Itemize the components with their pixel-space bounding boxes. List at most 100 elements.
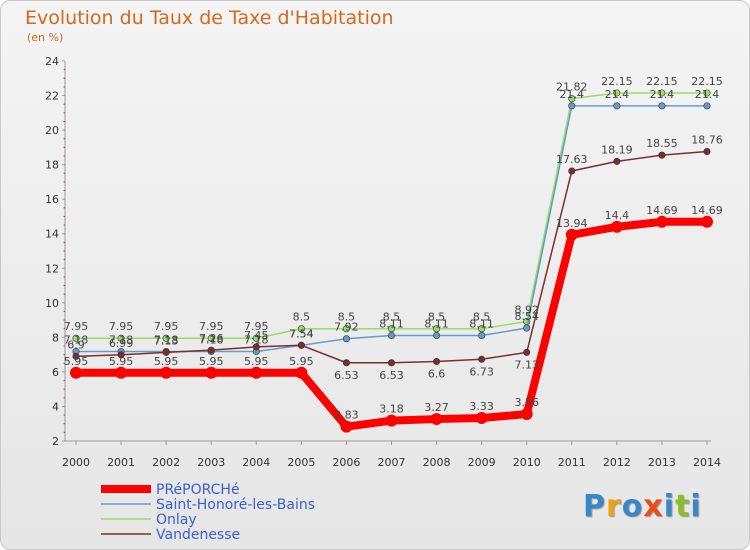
data-point bbox=[430, 413, 443, 426]
data-label: 18.55 bbox=[646, 137, 678, 150]
logo-letter: i bbox=[663, 489, 676, 524]
data-point bbox=[387, 359, 395, 367]
data-point bbox=[342, 325, 350, 333]
data-point bbox=[340, 420, 353, 433]
data-point bbox=[252, 343, 260, 351]
data-point bbox=[613, 157, 621, 165]
x-tick-label: 2007 bbox=[378, 456, 406, 469]
data-point bbox=[703, 102, 711, 110]
data-label: 6.53 bbox=[334, 369, 359, 382]
data-point bbox=[433, 325, 441, 333]
data-label: 8.5 bbox=[428, 311, 446, 324]
x-tick-label: 2011 bbox=[558, 456, 586, 469]
chart-title: Evolution du Taux de Taxe d'Habitation bbox=[25, 7, 394, 29]
data-point bbox=[387, 325, 395, 333]
y-tick-label: 12 bbox=[45, 262, 59, 275]
data-label: 5.95 bbox=[64, 355, 89, 368]
data-label: 8.5 bbox=[338, 311, 356, 324]
data-label: 7.95 bbox=[244, 320, 269, 333]
data-label: 6.6 bbox=[428, 368, 446, 381]
data-label: 3.33 bbox=[469, 400, 494, 413]
data-point bbox=[207, 346, 215, 354]
legend-label: Onlay bbox=[156, 512, 197, 528]
data-point bbox=[568, 167, 576, 175]
x-tick-label: 2006 bbox=[332, 456, 360, 469]
data-label: 21.82 bbox=[556, 81, 588, 94]
data-point bbox=[387, 331, 395, 339]
data-point bbox=[433, 358, 441, 366]
data-label: 14.4 bbox=[605, 209, 630, 222]
data-point bbox=[115, 366, 128, 379]
legend-label: Saint-Honoré-les-Bains bbox=[156, 497, 315, 513]
data-point bbox=[295, 366, 308, 379]
data-label: 5.95 bbox=[199, 355, 224, 368]
data-point bbox=[207, 334, 215, 342]
data-point bbox=[117, 334, 125, 342]
data-label: 5.95 bbox=[289, 355, 314, 368]
data-label: 17.63 bbox=[556, 153, 588, 166]
data-label: 8.54 bbox=[514, 310, 539, 323]
x-tick-label: 2002 bbox=[152, 456, 180, 469]
data-point bbox=[565, 228, 578, 241]
data-label: 7.18 bbox=[64, 334, 89, 347]
data-label: 7.18 bbox=[244, 334, 269, 347]
y-tick-label: 18 bbox=[45, 159, 59, 172]
data-label: 7.13 bbox=[154, 334, 179, 347]
data-label: 22.15 bbox=[691, 75, 723, 88]
data-label: 14.69 bbox=[691, 204, 723, 217]
data-label: 8.11 bbox=[469, 317, 494, 330]
data-point bbox=[433, 331, 441, 339]
x-tick-label: 2010 bbox=[513, 456, 541, 469]
data-label: 3.27 bbox=[424, 401, 449, 414]
data-point bbox=[613, 102, 621, 110]
logo-letter: i bbox=[690, 489, 702, 524]
data-point bbox=[701, 215, 713, 228]
data-point bbox=[568, 95, 576, 103]
data-label: 7.95 bbox=[109, 320, 134, 333]
data-point bbox=[658, 151, 666, 159]
legend-label: PRéPORCHé bbox=[156, 482, 240, 498]
data-point bbox=[613, 89, 621, 97]
data-label: 6.73 bbox=[469, 365, 494, 378]
data-label: 21.4 bbox=[560, 88, 585, 101]
x-tick-label: 2013 bbox=[648, 456, 676, 469]
y-tick-label: 14 bbox=[45, 228, 59, 241]
data-label: 2.83 bbox=[334, 409, 359, 422]
data-point bbox=[523, 348, 531, 356]
y-tick-label: 20 bbox=[45, 124, 59, 137]
data-point bbox=[252, 334, 260, 342]
y-tick-label: 6 bbox=[52, 366, 59, 379]
y-tick-label: 2 bbox=[52, 435, 59, 448]
data-point bbox=[610, 220, 623, 233]
data-label: 7.18 bbox=[154, 334, 179, 347]
data-label: 21.4 bbox=[695, 88, 720, 101]
data-label: 3.56 bbox=[514, 396, 539, 409]
data-point bbox=[205, 366, 218, 379]
data-label: 7.18 bbox=[109, 334, 134, 347]
data-point bbox=[478, 331, 486, 339]
data-label: 8.11 bbox=[379, 317, 404, 330]
logo-letter: r bbox=[606, 489, 622, 524]
x-tick-label: 2005 bbox=[287, 456, 315, 469]
logo-letter: o bbox=[621, 489, 644, 524]
data-point bbox=[117, 351, 125, 359]
data-point bbox=[297, 341, 305, 349]
data-label: 13.94 bbox=[556, 217, 588, 230]
x-tick-label: 2008 bbox=[423, 456, 451, 469]
x-tick-label: 2014 bbox=[693, 456, 721, 469]
y-tick-label: 10 bbox=[45, 297, 59, 310]
y-tick-label: 4 bbox=[52, 400, 59, 413]
data-label: 18.19 bbox=[601, 143, 633, 156]
x-tick-label: 2004 bbox=[242, 456, 270, 469]
logo-letter: t bbox=[675, 489, 691, 524]
data-label: 14.69 bbox=[646, 204, 678, 217]
data-point bbox=[70, 366, 82, 379]
data-point bbox=[703, 89, 711, 97]
data-label: 7.95 bbox=[154, 320, 179, 333]
x-tick-label: 2001 bbox=[107, 456, 135, 469]
data-point bbox=[658, 89, 666, 97]
data-label: 8.11 bbox=[424, 317, 449, 330]
x-tick-label: 2000 bbox=[62, 456, 90, 469]
